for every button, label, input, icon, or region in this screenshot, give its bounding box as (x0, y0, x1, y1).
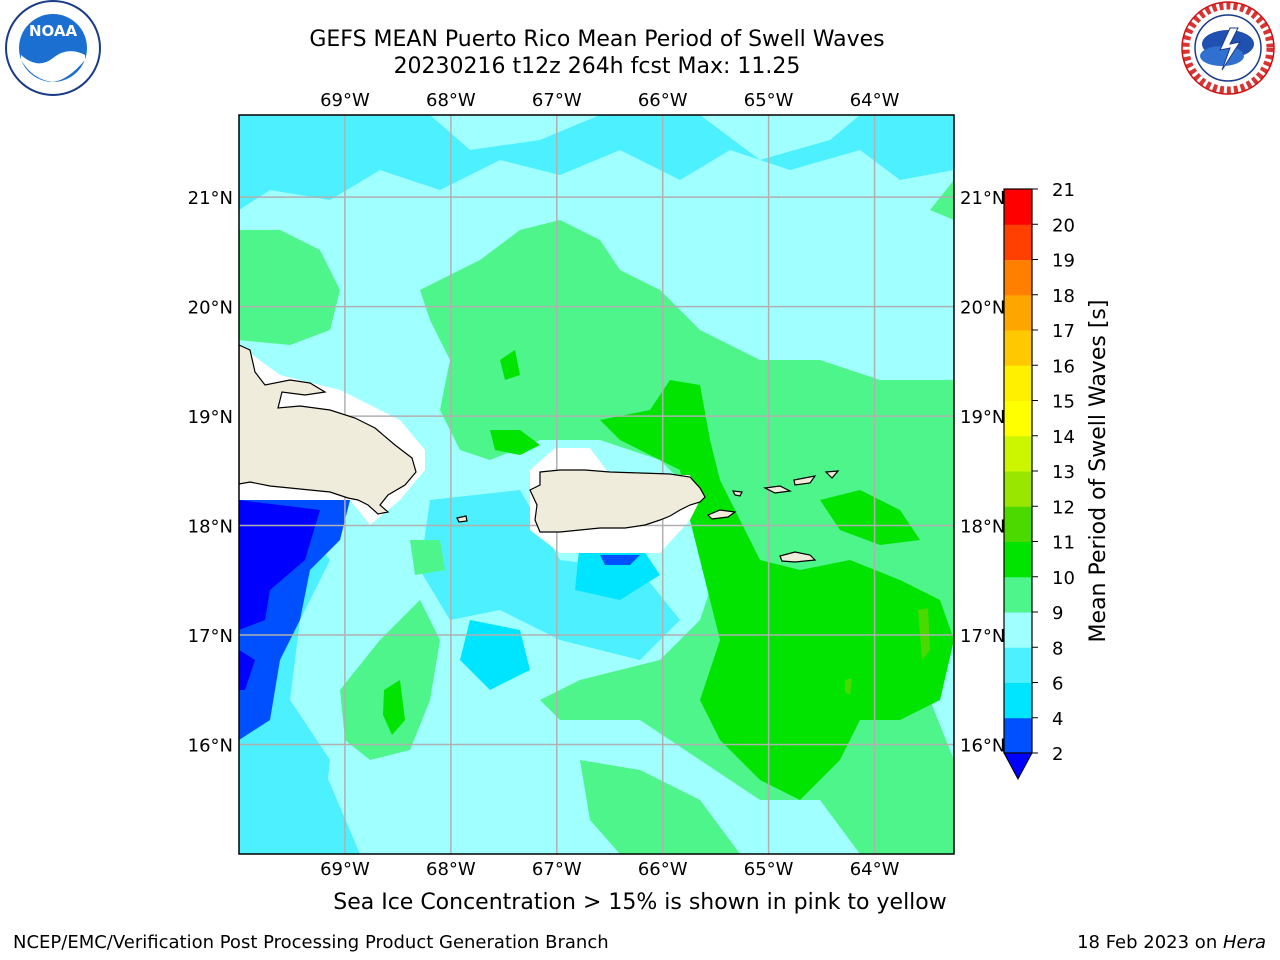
lat-tick-label-right: 21°N (960, 188, 1005, 209)
land-island (762, 485, 793, 494)
lat-tick-label-right: 20°N (960, 298, 1005, 319)
colorbar-tick-label: 20 (1052, 215, 1075, 236)
colorbar-segment (1004, 365, 1032, 401)
lat-tick-label-right: 18°N (960, 517, 1005, 538)
colorbar-tick-label: 16 (1052, 356, 1075, 377)
plot-frame (238, 114, 955, 855)
colorbar-tick-label: 21 (1052, 180, 1075, 201)
footer-date-text: 18 Feb 2023 on (1077, 932, 1223, 953)
colorbar-segment (1004, 471, 1032, 507)
lat-tick-label-right: 17°N (960, 626, 1005, 647)
colorbar-segment (1004, 400, 1032, 437)
lon-tick-label-top: 66°W (638, 90, 688, 111)
colorbar-segment (1004, 576, 1032, 613)
colorbar-segment (1004, 682, 1032, 719)
colorbar-tick-label: 9 (1052, 603, 1063, 624)
axis-tick-labels: 69°W 69°W 68°W 68°W 67°W 67°W 66°W 66°W 65°W 65°W… (188, 90, 1006, 880)
land-island (824, 470, 840, 479)
chart-title: GEFS MEAN Puerto Rico Mean Period of Swe… (309, 27, 885, 52)
colorbar-tick-label: 11 (1052, 533, 1075, 554)
land-hispaniola (239, 344, 417, 515)
footer-credit: NCEP/EMC/Verification Post Processing Pr… (13, 932, 609, 953)
lon-tick-label-top: 65°W (744, 90, 794, 111)
chart-subtitle: 20230216 t12z 264h fcst Max: 11.25 (393, 54, 801, 79)
lon-tick-label-bottom: 68°W (426, 859, 476, 880)
nws-logo (1181, 1, 1275, 95)
land-layer (239, 344, 840, 563)
lat-tick-label-right: 19°N (960, 407, 1005, 428)
colorbar-segment (1004, 189, 1032, 225)
lat-tick-label-left: 21°N (188, 188, 233, 209)
colorbar-tick-label: 19 (1052, 251, 1075, 272)
svg-text:NOAA: NOAA (29, 22, 78, 40)
colorbar-under-arrow (1003, 752, 1033, 781)
colorbar-segment (1004, 224, 1032, 260)
colorbar-label: Mean Period of Swell Waves [s] (1086, 300, 1111, 643)
lon-tick-label-top: 64°W (850, 90, 900, 111)
colorbar-tick-label: 8 (1052, 638, 1063, 659)
colorbar-tick-label: 17 (1052, 321, 1075, 342)
colorbar-tick-label: 12 (1052, 497, 1075, 518)
land-island (779, 551, 817, 563)
sea-ice-note: Sea Ice Concentration > 15% is shown in … (333, 890, 947, 915)
colorbar-segment (1004, 259, 1032, 296)
lat-tick-label-right: 16°N (960, 736, 1005, 757)
colorbar-tick-label: 18 (1052, 286, 1075, 307)
colorbar-segment (1004, 435, 1032, 472)
lat-tick-label-left: 18°N (188, 517, 233, 538)
footer-date: 18 Feb 2023 on Hera (1077, 932, 1266, 953)
lon-tick-label-top: 68°W (426, 90, 476, 111)
lat-tick-label-left: 20°N (188, 298, 233, 319)
lon-tick-label-bottom: 67°W (532, 859, 582, 880)
colorbar-segment (1004, 612, 1032, 648)
lon-tick-label-bottom: 66°W (638, 859, 688, 880)
lat-tick-label-left: 19°N (188, 407, 233, 428)
colorbar-tick-label: 13 (1052, 462, 1075, 483)
colorbar-tick-label: 14 (1052, 427, 1075, 448)
colorbar-segment (1004, 330, 1032, 366)
colorbar-segment (1004, 294, 1032, 331)
lon-tick-label-bottom: 69°W (320, 859, 370, 880)
lon-tick-label-top: 69°W (320, 90, 370, 111)
colorbar-tick-label: 6 (1052, 674, 1063, 695)
colorbar-segment (1004, 541, 1032, 578)
lat-tick-label-left: 16°N (188, 736, 233, 757)
colorbar-tick-label: 2 (1052, 744, 1063, 765)
colorbar-segment (1004, 647, 1032, 683)
lon-tick-label-bottom: 65°W (744, 859, 794, 880)
lat-tick-label-left: 17°N (188, 626, 233, 647)
colorbar-tick-label: 15 (1052, 392, 1075, 413)
colorbar-tick-label: 10 (1052, 568, 1075, 589)
footer-host: Hera (1222, 932, 1266, 953)
lon-tick-label-bottom: 64°W (850, 859, 900, 880)
noaa-logo: NOAA (5, 0, 101, 96)
colorbar: 2 4 6 8 9 10 11 12 13 14 15 16 17 18 19 20 21 Mean Period… (1003, 180, 1111, 781)
colorbar-segment (1004, 506, 1032, 542)
land-island (456, 515, 468, 523)
land-island (731, 490, 743, 497)
colorbar-segment (1004, 717, 1032, 754)
colorbar-tick-label: 4 (1052, 709, 1063, 730)
land-island (793, 475, 817, 486)
land-puerto-rico (529, 469, 706, 533)
lon-tick-label-top: 67°W (532, 90, 582, 111)
land-island (706, 509, 737, 520)
